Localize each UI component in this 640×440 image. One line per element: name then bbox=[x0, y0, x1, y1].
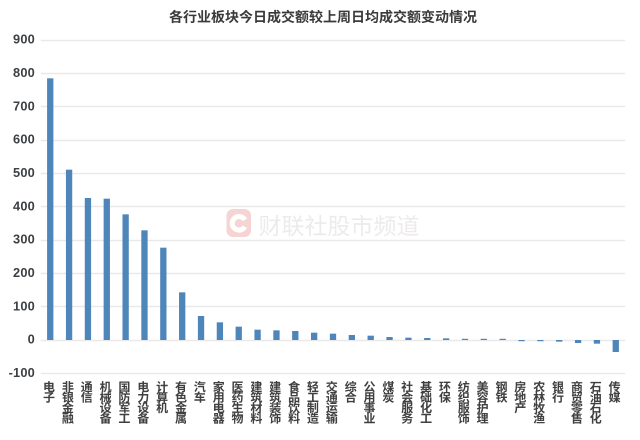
svg-text:200: 200 bbox=[13, 265, 35, 280]
svg-text:400: 400 bbox=[13, 198, 35, 213]
svg-text:300: 300 bbox=[13, 232, 35, 247]
svg-text:700: 700 bbox=[13, 98, 35, 113]
svg-text:800: 800 bbox=[13, 65, 35, 80]
svg-text:100: 100 bbox=[13, 298, 35, 313]
svg-text:-100: -100 bbox=[9, 365, 35, 380]
svg-text:600: 600 bbox=[13, 132, 35, 147]
svg-text:0: 0 bbox=[28, 332, 35, 347]
svg-text:900: 900 bbox=[13, 32, 35, 47]
svg-text:500: 500 bbox=[13, 165, 35, 180]
